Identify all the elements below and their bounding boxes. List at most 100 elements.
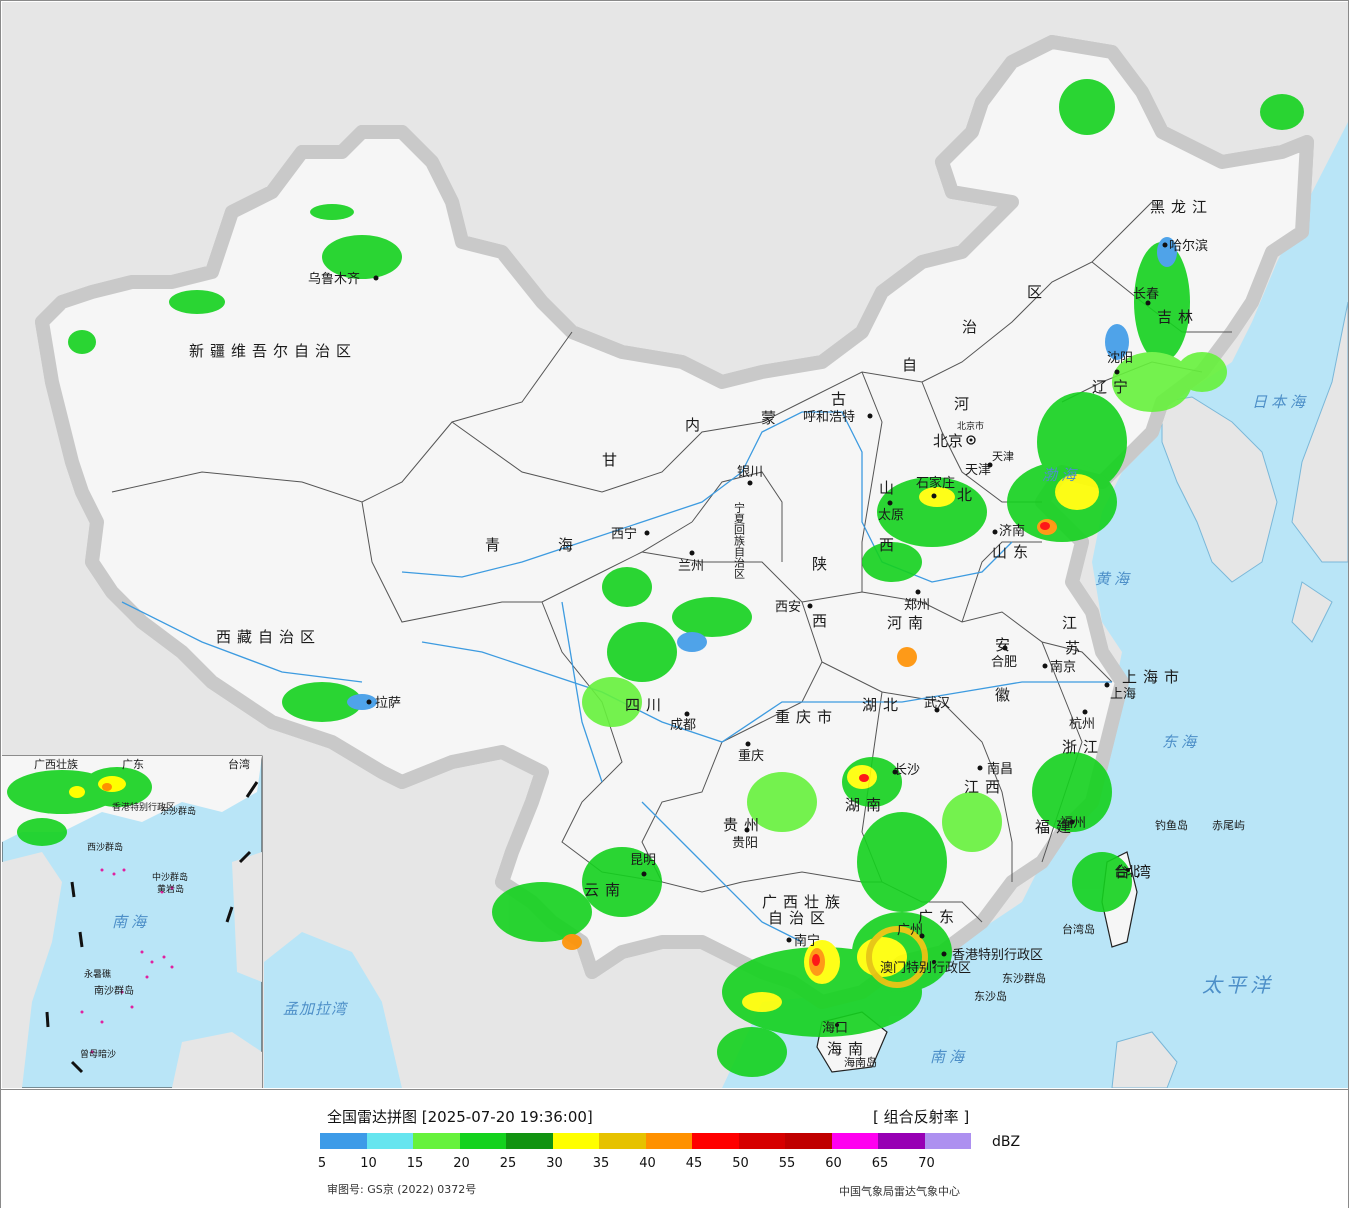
city-taiyuan: 太原 xyxy=(878,500,904,523)
inset-label-guangxi: 广西壮族 xyxy=(34,757,78,771)
inset-label-yongshu: 永暑礁 xyxy=(84,968,111,980)
city-shijiazhuang: 石家庄 xyxy=(916,475,955,499)
inset-label-zhongsha: 中沙群岛 xyxy=(152,871,188,883)
legend-unit: dBZ xyxy=(992,1134,1021,1150)
sea-label-pacific: 太平洋 xyxy=(1202,973,1274,997)
scale-tick-45: 45 xyxy=(685,1156,703,1171)
inset-label-hongkong: 香港特别行政区 xyxy=(112,801,175,813)
city-hangzhou: 杭州 xyxy=(1069,709,1095,732)
color-swatch-60 xyxy=(831,1133,878,1149)
province-label-jilin: 吉林 xyxy=(1157,308,1199,326)
svg-text:杭州: 杭州 xyxy=(1069,717,1095,732)
korea-land xyxy=(1161,396,1278,583)
city-urumqi: 乌鲁木齐 xyxy=(308,271,379,287)
city-zhengzhou: 郑州 xyxy=(904,589,930,613)
svg-text:南宁: 南宁 xyxy=(794,933,820,949)
svg-text:沈阳: 沈阳 xyxy=(1107,351,1133,366)
color-swatch-10 xyxy=(366,1133,413,1149)
sea-label-huanghai: 黄海 xyxy=(1095,570,1133,588)
province-label-anhui-2: 徽 xyxy=(995,686,1016,704)
city-wuhan: 武汉 xyxy=(924,696,950,713)
svg-text:广州: 广州 xyxy=(897,923,923,938)
svg-text:成都: 成都 xyxy=(670,718,696,733)
province-label-guangdong: 广东 xyxy=(918,908,960,926)
inset-label-zengmu: 曾母暗沙 xyxy=(80,1048,116,1060)
map-approval-number: 审图号: GS京 (2022) 0372号 xyxy=(327,1183,477,1196)
svg-text:乌鲁木齐: 乌鲁木齐 xyxy=(308,271,360,287)
city-guangzhou: 广州 xyxy=(897,923,925,939)
province-label-hunan: 湖南 xyxy=(845,796,887,814)
city-xian: 西安 xyxy=(775,600,813,615)
sea-label-bohai: 渤海 xyxy=(1042,466,1080,484)
color-scale-ticks: 5 10 15 20 25 30 35 40 45 50 55 60 65 70 xyxy=(301,1156,1001,1174)
province-label-jiangxi: 江西 xyxy=(964,778,1006,796)
province-label-shanxi-1: 山 xyxy=(879,479,900,497)
city-shenyang: 沈阳 xyxy=(1107,351,1133,375)
color-swatch-30 xyxy=(552,1133,599,1149)
svg-text:重庆: 重庆 xyxy=(738,748,764,764)
province-label-neimenggu-1: 内 xyxy=(685,416,706,434)
province-label-hubei: 湖北 xyxy=(862,696,904,714)
svg-text:昆明: 昆明 xyxy=(630,853,656,868)
svg-text:上海: 上海 xyxy=(1110,687,1136,702)
province-label-shanghai: 上海市 xyxy=(1122,668,1185,686)
province-label-gansu: 甘 xyxy=(602,451,623,469)
city-hohhot: 呼和浩特 xyxy=(803,410,873,425)
inset-label-guangdong: 广东 xyxy=(122,758,144,771)
inset-label-dongsha: 东沙群岛 xyxy=(160,805,196,817)
color-swatch-65 xyxy=(878,1133,925,1149)
inset-label-huangyan: 黄岩岛 xyxy=(157,883,184,895)
province-label-chongqing: 重庆市 xyxy=(775,708,838,726)
province-label-neimenggu-5: 治 xyxy=(962,318,983,336)
sea-label-bengal: 孟加拉湾 xyxy=(283,1000,349,1018)
south-china-sea-inset: 广西壮族 广东 台湾 香港特别行政区 东沙群岛 西沙群岛 中沙群岛 黄岩岛 永暑… xyxy=(2,755,263,1088)
scale-tick-5: 5 xyxy=(317,1156,327,1171)
color-swatch-35 xyxy=(599,1133,646,1149)
province-label-xizang: 西藏自治区 xyxy=(216,628,321,646)
svg-text:北京市: 北京市 xyxy=(957,420,984,432)
svg-text:天津: 天津 xyxy=(965,463,991,478)
province-label-neimenggu-4: 自 xyxy=(902,356,923,374)
city-shanghai: 上海 xyxy=(1104,682,1136,702)
city-hefei: 合肥 xyxy=(991,645,1017,670)
city-nanchang: 南昌 xyxy=(977,761,1013,777)
bengal-sea-area xyxy=(264,932,402,1088)
scale-tick-40: 40 xyxy=(639,1156,656,1171)
province-label-shandong: 山东 xyxy=(992,543,1034,561)
city-yinchuan: 银川 xyxy=(737,465,763,486)
philippines-land xyxy=(1111,1031,1178,1088)
province-label-qinghai-1: 青 xyxy=(485,536,506,554)
svg-text:长沙: 长沙 xyxy=(894,763,920,778)
svg-text:西安: 西安 xyxy=(775,600,801,615)
city-chengdu: 成都 xyxy=(670,711,696,733)
province-label-tianjin: 天津 xyxy=(992,450,1014,463)
city-chongqing: 重庆 xyxy=(738,741,764,764)
scale-tick-60: 60 xyxy=(825,1156,842,1171)
color-swatch-5 xyxy=(320,1133,367,1149)
island-dongsha-group: 东沙群岛 xyxy=(1002,971,1046,985)
island-labels: 钓鱼岛 赤尾屿 台湾岛 海南岛 东沙群岛 东沙岛 xyxy=(844,818,1245,1069)
color-swatch-50 xyxy=(738,1133,785,1149)
color-swatch-70 xyxy=(924,1133,971,1149)
province-label-guangxi-1: 广西壮族 xyxy=(762,893,846,911)
svg-text:石家庄: 石家庄 xyxy=(916,475,955,491)
color-swatch-20 xyxy=(459,1133,506,1149)
color-swatch-40 xyxy=(645,1133,692,1149)
city-guiyang: 贵阳 xyxy=(732,827,758,851)
province-label-yunnan: 云南 xyxy=(584,881,626,899)
sea-label-donghai: 东海 xyxy=(1162,733,1200,751)
province-label-guangxi-2: 自治区 xyxy=(768,909,831,927)
legend-panel: 全国雷达拼图 [2025-07-20 19:36:00] [ 组合反射率 ] 5… xyxy=(1,1089,1348,1208)
sea-labels: 日本海 黄海 渤海 东海 太平洋 南海 孟加拉湾 xyxy=(283,393,1305,1066)
color-swatch-15 xyxy=(413,1133,460,1149)
svg-text:拉萨: 拉萨 xyxy=(375,696,401,711)
city-harbin: 哈尔滨 xyxy=(1162,238,1208,254)
svg-text:合肥: 合肥 xyxy=(991,655,1017,670)
pacific-sea-area xyxy=(722,122,1348,1088)
svg-text:西宁: 西宁 xyxy=(611,526,637,542)
svg-text:南京: 南京 xyxy=(1050,659,1076,675)
province-label-qinghai-2: 海 xyxy=(558,536,579,554)
province-label-neimenggu-3: 古 xyxy=(831,390,852,408)
